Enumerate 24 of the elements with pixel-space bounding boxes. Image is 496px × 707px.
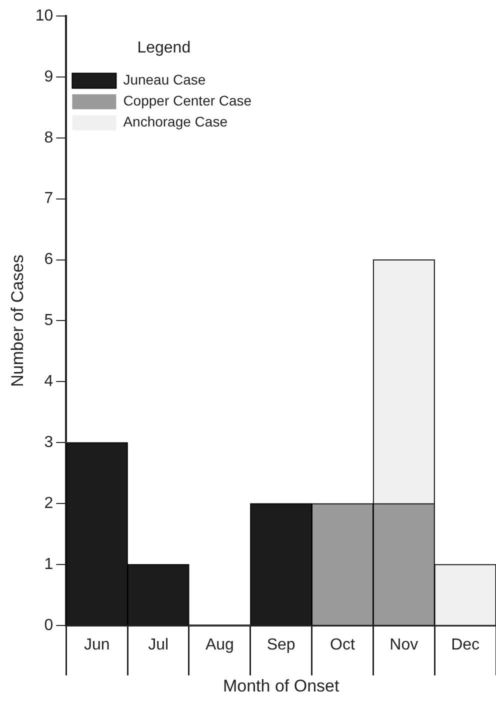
y-tick-label: 6: [44, 251, 54, 268]
y-tick-label: 8: [44, 129, 54, 146]
legend-title: Legend: [137, 39, 191, 56]
x-tick-label: Aug: [205, 636, 234, 654]
y-tick-label: 7: [44, 190, 54, 208]
legend-label: Anchorage Case: [123, 114, 228, 130]
x-tick-label: Jun: [84, 636, 110, 654]
y-tick-label: 3: [44, 434, 54, 451]
x-tick-label: Sep: [266, 636, 296, 654]
x-tick-label: Jul: [148, 636, 169, 654]
x-tick-label: Nov: [390, 636, 418, 654]
x-axis-title: Month of Onset: [222, 676, 340, 696]
y-tick-label: 10: [35, 7, 54, 24]
legend-label: Juneau Case: [123, 72, 206, 88]
y-tick-label: 9: [44, 68, 54, 86]
y-tick-label: 4: [44, 373, 54, 390]
y-axis-title: Number of Cases: [8, 254, 27, 387]
x-tick-label: Dec: [451, 636, 480, 654]
x-tick-label: Oct: [330, 636, 356, 654]
legend-label: Copper Center Case: [123, 92, 252, 109]
y-tick-label: 1: [44, 556, 54, 573]
y-tick-label: 2: [44, 494, 54, 512]
y-tick-label: 0: [44, 616, 54, 634]
y-tick-label: 5: [44, 312, 54, 330]
